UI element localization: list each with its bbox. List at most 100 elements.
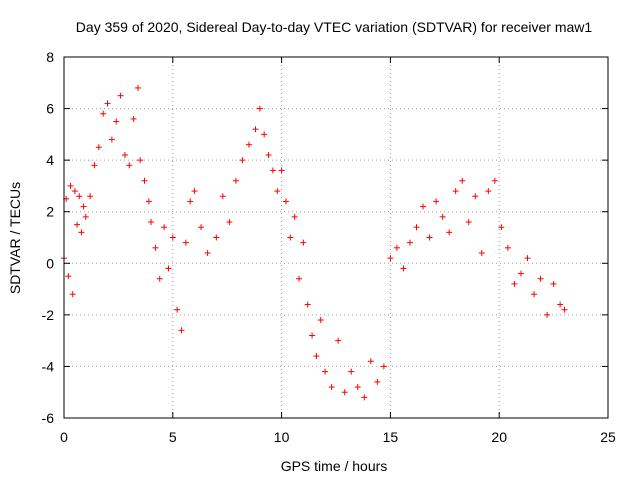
- data-point: [67, 182, 74, 189]
- data-point: [354, 384, 361, 391]
- data-point: [511, 280, 518, 287]
- data-point: [165, 265, 172, 272]
- data-point: [130, 115, 137, 122]
- data-point: [74, 221, 81, 228]
- data-point: [393, 244, 400, 251]
- data-point: [69, 291, 76, 298]
- data-point: [446, 229, 453, 236]
- data-point: [232, 177, 239, 184]
- data-point: [256, 105, 263, 112]
- data-point: [406, 239, 413, 246]
- data-point: [148, 219, 155, 226]
- axis-ticks: 0 5 10 15 20 25 -6 -4 -2 0 2 4 6 8: [42, 49, 616, 445]
- data-point: [252, 126, 259, 133]
- data-point: [335, 337, 342, 344]
- data-point: [269, 167, 276, 174]
- y-tick-label: -4: [42, 358, 55, 374]
- data-point: [550, 280, 557, 287]
- data-point: [517, 270, 524, 277]
- data-point: [465, 219, 472, 226]
- data-point: [304, 301, 311, 308]
- data-point: [361, 394, 368, 401]
- data-point: [459, 177, 466, 184]
- data-point: [485, 188, 492, 195]
- data-point: [278, 167, 285, 174]
- data-point: [274, 188, 281, 195]
- data-point: [213, 234, 220, 241]
- y-tick-label: -2: [42, 307, 55, 323]
- data-points: [61, 84, 568, 401]
- data-point: [452, 188, 459, 195]
- data-point: [87, 193, 94, 200]
- data-point: [76, 193, 83, 200]
- data-point: [531, 291, 538, 298]
- data-point: [245, 141, 252, 148]
- data-point: [134, 84, 141, 91]
- data-point: [161, 224, 168, 231]
- x-tick-label: 5: [169, 429, 177, 445]
- data-point: [287, 234, 294, 241]
- data-point: [524, 255, 531, 262]
- y-tick-label: 8: [46, 49, 54, 65]
- data-point: [433, 198, 440, 205]
- y-tick-label: 4: [46, 152, 54, 168]
- data-point: [426, 234, 433, 241]
- data-point: [300, 239, 307, 246]
- data-point: [557, 301, 564, 308]
- data-point: [137, 157, 144, 164]
- data-point: [169, 234, 176, 241]
- data-point: [104, 100, 111, 107]
- data-point: [145, 198, 152, 205]
- data-point: [141, 177, 148, 184]
- data-point: [239, 157, 246, 164]
- data-point: [380, 363, 387, 370]
- plot-frame: [63, 56, 609, 419]
- data-point: [100, 110, 107, 117]
- data-point: [80, 203, 87, 210]
- data-point: [226, 219, 233, 226]
- data-point: [328, 384, 335, 391]
- chart-title: Day 359 of 2020, Sidereal Day-to-day VTE…: [76, 19, 593, 35]
- data-point: [544, 311, 551, 318]
- data-point: [178, 327, 185, 334]
- data-point: [117, 92, 124, 99]
- data-point: [152, 244, 159, 251]
- data-point: [420, 203, 427, 210]
- y-axis-label: SDTVAR / TECUs: [7, 182, 23, 294]
- data-point: [126, 162, 133, 169]
- data-point: [282, 198, 289, 205]
- data-point: [439, 213, 446, 220]
- data-point: [95, 144, 102, 151]
- data-point: [121, 151, 128, 158]
- y-tick-label: 2: [46, 204, 54, 220]
- data-point: [472, 193, 479, 200]
- x-axis-label: GPS time / hours: [281, 458, 388, 474]
- data-point: [413, 224, 420, 231]
- data-point: [561, 306, 568, 313]
- data-point: [478, 249, 485, 256]
- data-point: [65, 273, 72, 280]
- data-point: [182, 239, 189, 246]
- data-point: [341, 389, 348, 396]
- y-tick-label: 6: [46, 101, 54, 117]
- data-point: [309, 332, 316, 339]
- data-point: [498, 224, 505, 231]
- data-point: [322, 368, 329, 375]
- data-point: [367, 358, 374, 365]
- data-point: [204, 249, 211, 256]
- data-point: [313, 353, 320, 360]
- data-point: [108, 136, 115, 143]
- data-point: [174, 306, 181, 313]
- data-point: [348, 368, 355, 375]
- x-tick-label: 15: [383, 429, 399, 445]
- data-point: [156, 275, 163, 282]
- data-point: [91, 162, 98, 169]
- x-tick-label: 20: [491, 429, 507, 445]
- data-point: [291, 213, 298, 220]
- data-point: [387, 255, 394, 262]
- data-point: [491, 177, 498, 184]
- data-point: [198, 224, 205, 231]
- data-point: [265, 151, 272, 158]
- data-point: [317, 317, 324, 324]
